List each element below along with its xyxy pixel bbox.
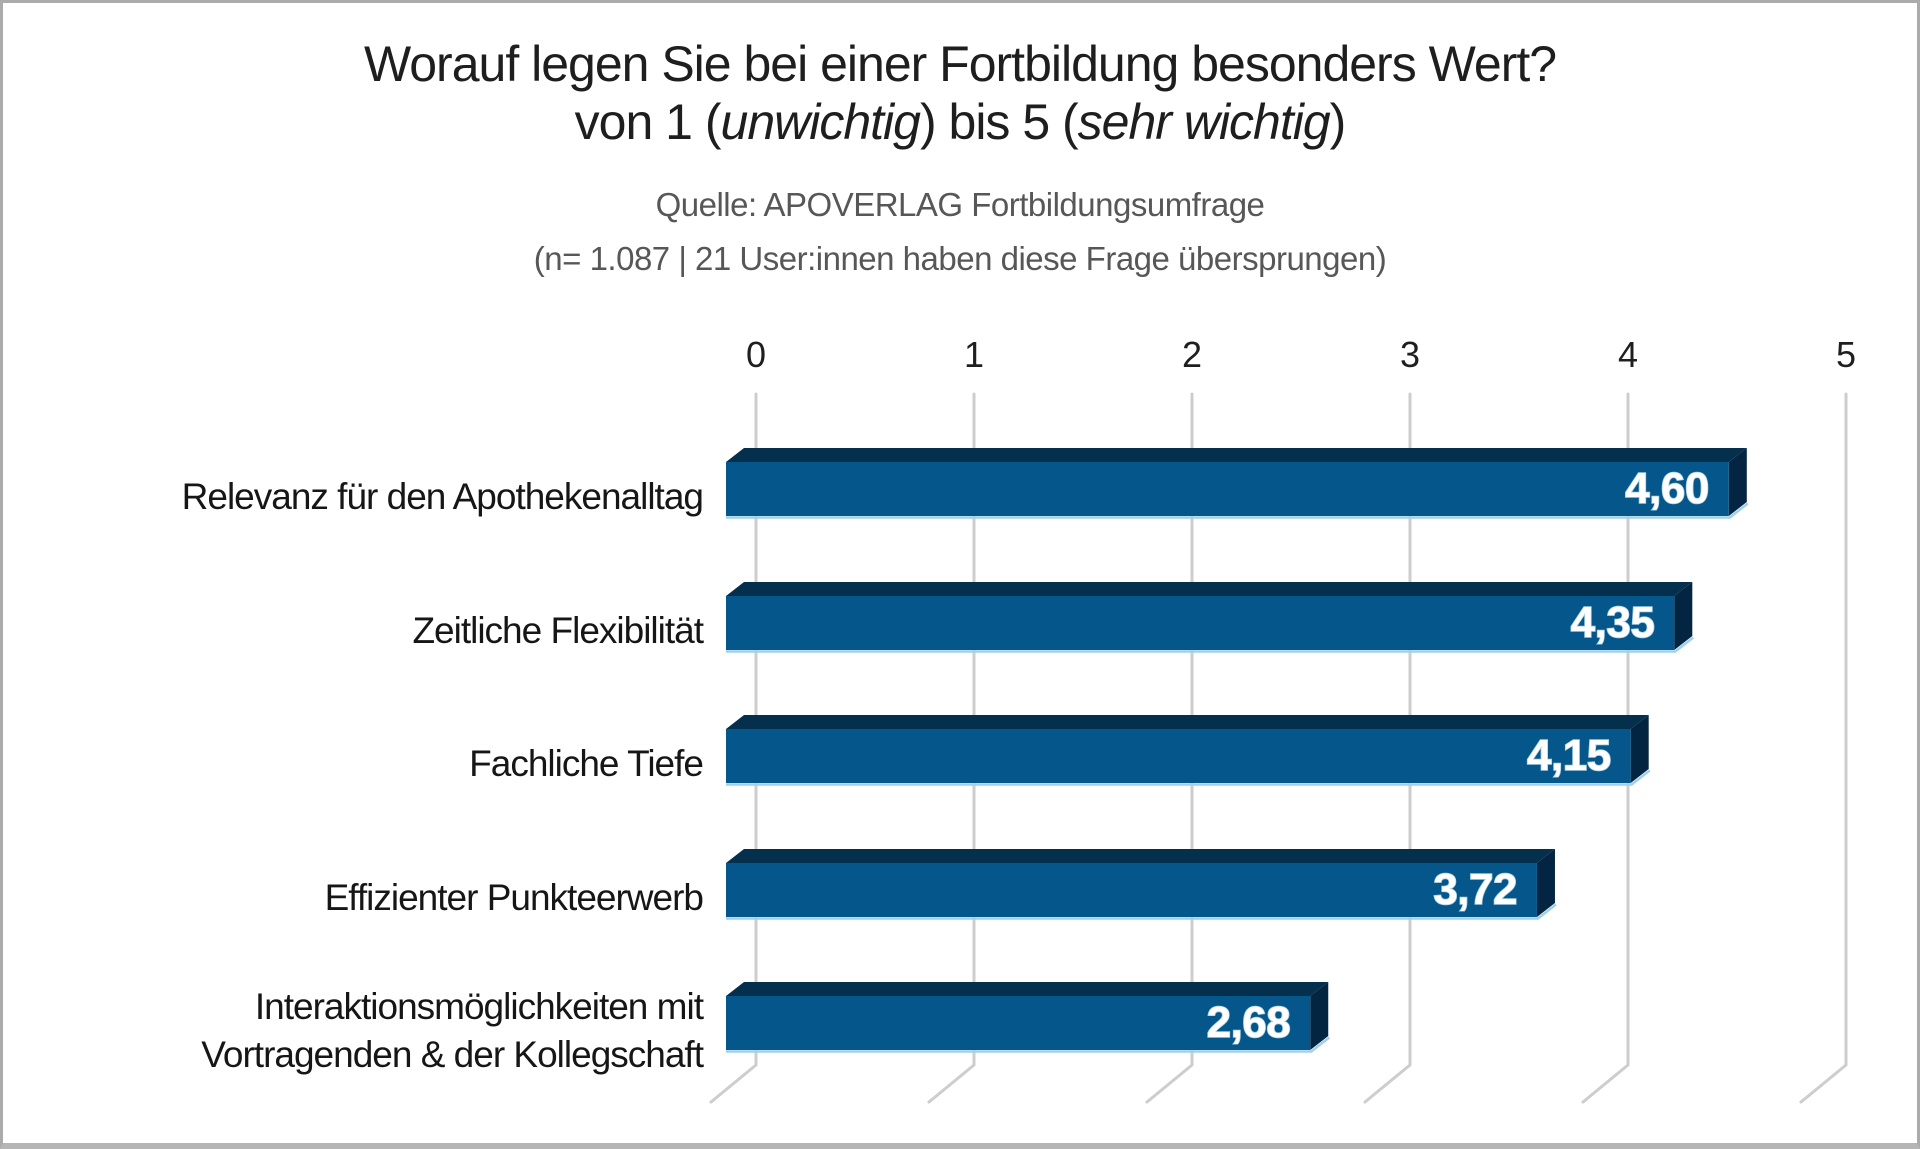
axis-tick-label: 4 xyxy=(1618,334,1638,375)
title-line2-italic-unwichtig: unwichtig xyxy=(720,94,921,150)
bar-top-face xyxy=(726,715,1649,729)
bar-side-face xyxy=(1728,448,1747,516)
axis-tick-label: 5 xyxy=(1836,334,1856,375)
title-line2-suffix: ) xyxy=(1329,94,1347,150)
bar-value-label: 3,72 xyxy=(1433,865,1517,914)
bar-top-face xyxy=(726,849,1555,863)
bar-bottom-highlight xyxy=(726,903,1557,920)
bar-bottom-highlight xyxy=(726,769,1651,786)
category-label: Interaktionsmöglichkeiten mit xyxy=(255,986,705,1027)
bar-side-face xyxy=(1536,849,1555,917)
bar-front-face xyxy=(726,996,1311,1050)
category-label: Vortragenden & der Kollegschaft xyxy=(201,1034,704,1075)
bar-bottom-highlight xyxy=(726,502,1749,519)
chart-title-line1: Worauf legen Sie bei einer Fortbildung b… xyxy=(363,36,1557,92)
gridline xyxy=(1799,392,1848,1104)
category-label: Fachliche Tiefe xyxy=(469,743,703,784)
bar-front-face xyxy=(726,863,1537,917)
bar-front-face xyxy=(726,729,1631,783)
bar-top-face xyxy=(726,982,1329,996)
category-label: Effizienter Punkteerwerb xyxy=(325,877,704,918)
chart-sample-note: (n= 1.087 | 21 User:innen haben diese Fr… xyxy=(533,240,1387,277)
bar-value-label: 2,68 xyxy=(1207,998,1291,1047)
bar-side-face xyxy=(1630,715,1649,783)
bar-value-label: 4,35 xyxy=(1571,598,1655,647)
category-label: Relevanz für den Apothekenalltag xyxy=(182,476,703,517)
axis-tick-label: 3 xyxy=(1400,334,1420,375)
bar-front-face xyxy=(726,596,1675,650)
bar-top-face xyxy=(726,448,1747,462)
chart-source-line: Quelle: APOVERLAG Fortbildungsumfrage xyxy=(655,186,1265,223)
axis-tick-label: 0 xyxy=(746,334,766,375)
bar-bottom-highlight xyxy=(726,636,1695,653)
title-line2-prefix: von 1 ( xyxy=(574,94,722,150)
axis-tick-label: 2 xyxy=(1182,334,1202,375)
bar-chart-plot: 0 1 2 3 4 5 4,60 4,35 4,15 3,72 2,68 Relevanz für d… xyxy=(182,334,1856,1104)
title-line2-mid: ) bis 5 ( xyxy=(919,94,1079,150)
bar-bottom-highlight xyxy=(726,1036,1331,1053)
bar-value-label: 4,60 xyxy=(1625,464,1709,513)
category-label: Zeitliche Flexibilität xyxy=(412,610,704,651)
bar-side-face xyxy=(1310,982,1329,1050)
chart-title-line2: von 1 (unwichtig) bis 5 (sehr wichtig) xyxy=(3,95,1917,149)
bar-value-label: 4,15 xyxy=(1527,731,1611,780)
title-line2-italic-sehr-wichtig: sehr wichtig xyxy=(1077,94,1331,150)
axis-tick-label: 1 xyxy=(964,334,984,375)
bar-side-face xyxy=(1674,582,1693,650)
bar-top-face xyxy=(726,582,1693,596)
bar-front-face xyxy=(726,462,1729,516)
